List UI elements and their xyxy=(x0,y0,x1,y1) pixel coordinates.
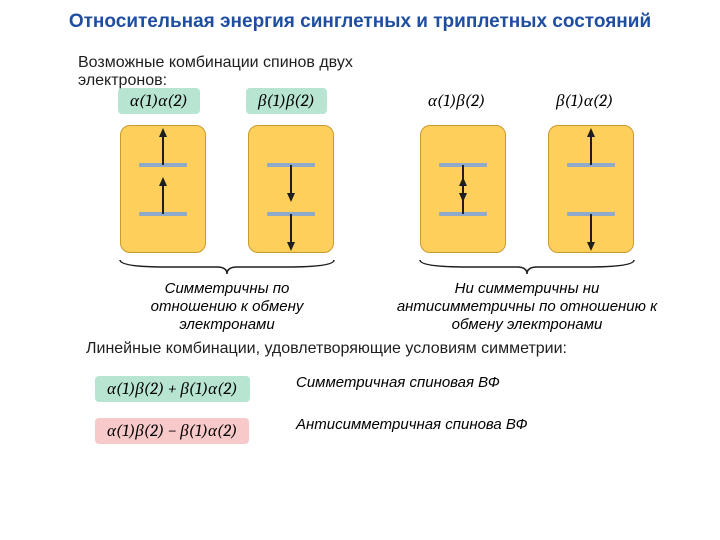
brace-left xyxy=(118,258,336,276)
energy-level-top xyxy=(139,163,187,167)
brace-right xyxy=(418,258,636,276)
formula-alpha-beta: α(1)β(2) xyxy=(428,91,485,111)
spin-card-3 xyxy=(420,125,506,253)
energy-level-top xyxy=(567,163,615,167)
energy-level-top xyxy=(439,163,487,167)
spin-card-4 xyxy=(548,125,634,253)
spin-up-icon xyxy=(462,184,464,214)
subtitle-linear-combinations: Линейные комбинации, удовлетворяющие усл… xyxy=(86,340,567,358)
label-antisymmetric-wf: Антисимметричная спинова ВФ xyxy=(296,416,556,433)
caption-antisymmetric: Ни симметричны ни антисимметричны по отн… xyxy=(396,280,658,334)
energy-level-bottom xyxy=(567,212,615,216)
page-title: Относительная энергия синглетных и трипл… xyxy=(0,10,720,34)
spin-card-2 xyxy=(248,125,334,253)
caption-symmetric: Симметричны по отношению к обмену электр… xyxy=(120,280,334,334)
subtitle-combinations: Возможные комбинации спинов двух электро… xyxy=(78,54,438,90)
energy-level-bottom xyxy=(439,212,487,216)
spin-down-icon xyxy=(590,214,592,244)
formula-symmetric-wf: α(1)β(2) + β(1)α(2) xyxy=(95,376,250,402)
spin-down-icon xyxy=(290,165,292,195)
formula-antisymmetric-wf: α(1)β(2) − β(1)α(2) xyxy=(95,418,249,444)
spin-up-icon xyxy=(162,135,164,165)
spin-down-icon xyxy=(290,214,292,244)
energy-level-top xyxy=(267,163,315,167)
spin-up-icon xyxy=(162,184,164,214)
formula-beta-alpha: β(1)α(2) xyxy=(556,91,613,111)
formula-beta-beta: β(1)β(2) xyxy=(246,88,327,114)
spin-card-1 xyxy=(120,125,206,253)
formula-alpha-alpha: α(1)α(2) xyxy=(118,88,200,114)
energy-level-bottom xyxy=(267,212,315,216)
label-symmetric-wf: Симметричная спиновая ВФ xyxy=(296,374,536,391)
spin-up-icon xyxy=(590,135,592,165)
energy-level-bottom xyxy=(139,212,187,216)
